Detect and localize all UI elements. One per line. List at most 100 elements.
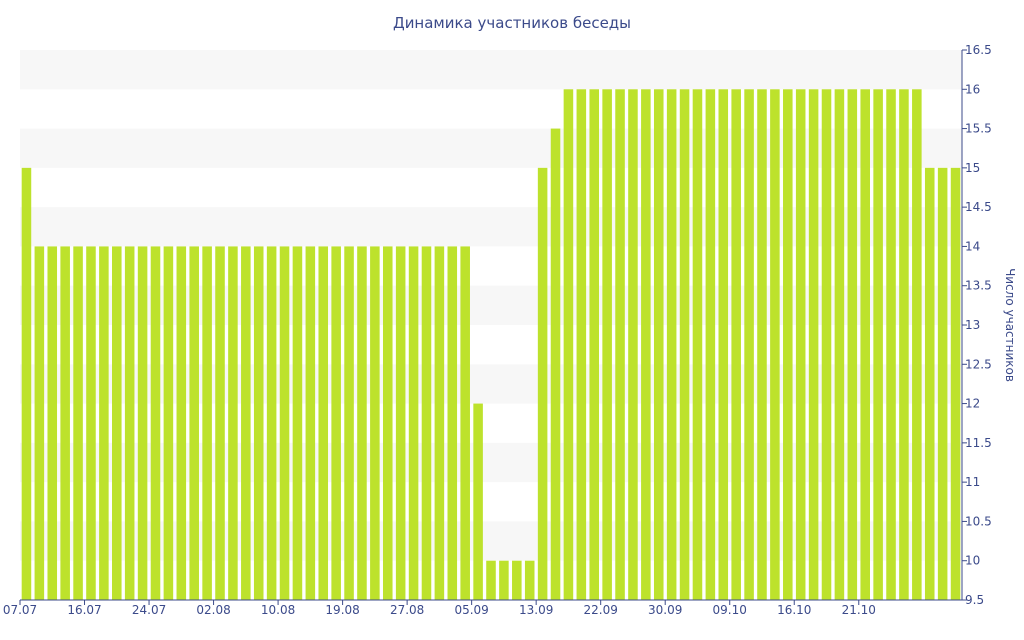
bar xyxy=(163,246,174,600)
y-tick-label: 11.5 xyxy=(965,436,992,450)
bar xyxy=(731,89,741,601)
bar xyxy=(189,246,199,600)
bar xyxy=(370,246,380,600)
bar xyxy=(318,246,329,600)
bar xyxy=(563,89,574,601)
bar xyxy=(666,89,677,601)
x-tick-label: 21.10 xyxy=(842,603,876,617)
y-tick-label: 12 xyxy=(965,397,980,411)
bar xyxy=(344,246,354,600)
bar xyxy=(228,246,238,600)
bar xyxy=(653,89,664,601)
bar xyxy=(408,246,419,600)
bar xyxy=(705,89,716,601)
bar xyxy=(679,89,690,601)
bar xyxy=(744,89,754,601)
grid-band xyxy=(20,50,962,90)
bar xyxy=(512,560,522,600)
bar xyxy=(60,246,70,600)
bar xyxy=(834,89,845,601)
bar xyxy=(202,246,212,600)
bar xyxy=(112,246,122,600)
y-tick-label: 13 xyxy=(965,318,980,332)
bar xyxy=(99,246,109,600)
y-tick-label: 9.5 xyxy=(965,593,984,607)
y-tick-label: 14.5 xyxy=(965,200,992,214)
bar xyxy=(912,89,922,601)
bar xyxy=(73,246,83,600)
bar xyxy=(873,89,883,601)
bar xyxy=(215,246,225,600)
bars-group xyxy=(21,89,961,601)
bar xyxy=(499,560,509,600)
bar xyxy=(279,246,290,600)
y-tick-label: 14 xyxy=(965,239,980,253)
x-tick-label: 16.07 xyxy=(67,603,101,617)
bar xyxy=(602,89,612,601)
bar xyxy=(524,560,535,600)
x-tick-label: 19.08 xyxy=(325,603,359,617)
x-tick-label: 13.09 xyxy=(519,603,553,617)
bar xyxy=(86,246,96,600)
x-tick-label: 09.10 xyxy=(713,603,747,617)
bar xyxy=(550,128,561,601)
grid-band xyxy=(20,364,962,404)
bar xyxy=(757,89,767,601)
bar xyxy=(589,89,600,601)
bar xyxy=(537,167,548,600)
x-tick-label: 22.09 xyxy=(584,603,618,617)
bar xyxy=(266,246,277,600)
y-tick-label: 10.5 xyxy=(965,514,992,528)
bar xyxy=(847,89,858,601)
x-tick-label: 07.07 xyxy=(3,603,37,617)
y-tick-label: 12.5 xyxy=(965,357,992,371)
bar xyxy=(331,246,341,600)
grid-band xyxy=(20,285,962,325)
bar xyxy=(821,89,832,601)
bar xyxy=(434,246,445,600)
bar xyxy=(950,167,961,600)
bar xyxy=(305,246,316,600)
grid-bands xyxy=(20,50,962,561)
x-axis-ticks: 07.07 16.07 24.07 02.08 10.08 19.08 27.08 05.09… xyxy=(3,600,876,617)
bar xyxy=(137,246,148,600)
bar xyxy=(795,89,806,601)
x-tick-label: 10.08 xyxy=(261,603,295,617)
bar xyxy=(253,246,264,600)
bar xyxy=(357,246,367,600)
bar xyxy=(292,246,303,600)
y-axis-ticks: 9.5 10 10.5 11 11.5 12 12.5 13 13.5 14 14.5 15 15.5 1… xyxy=(962,43,992,607)
bar xyxy=(34,246,45,600)
bar xyxy=(692,89,703,601)
bar xyxy=(447,246,458,600)
bar xyxy=(47,246,58,600)
bar xyxy=(924,167,935,600)
bar xyxy=(937,167,948,600)
x-tick-label: 24.07 xyxy=(132,603,166,617)
x-tick-label: 16.10 xyxy=(777,603,811,617)
bar xyxy=(150,246,161,600)
bar xyxy=(783,89,793,601)
bar xyxy=(486,560,496,600)
bar xyxy=(899,89,909,601)
bar xyxy=(21,167,32,600)
bar xyxy=(641,89,651,601)
bar xyxy=(395,246,406,600)
grid-band xyxy=(20,521,962,561)
bar xyxy=(718,89,729,601)
bar xyxy=(421,246,432,600)
x-tick-label: 05.09 xyxy=(454,603,488,617)
y-tick-label: 10 xyxy=(965,554,980,568)
x-tick-label: 02.08 xyxy=(196,603,230,617)
bar xyxy=(770,89,780,601)
bar xyxy=(615,89,625,601)
bar xyxy=(241,246,251,600)
y-axis-title: Число участников xyxy=(1003,268,1017,382)
bar xyxy=(460,246,470,600)
bar xyxy=(886,89,896,601)
bar xyxy=(576,89,587,601)
x-tick-label: 30.09 xyxy=(648,603,682,617)
y-tick-label: 11 xyxy=(965,475,980,489)
bar xyxy=(382,246,393,600)
